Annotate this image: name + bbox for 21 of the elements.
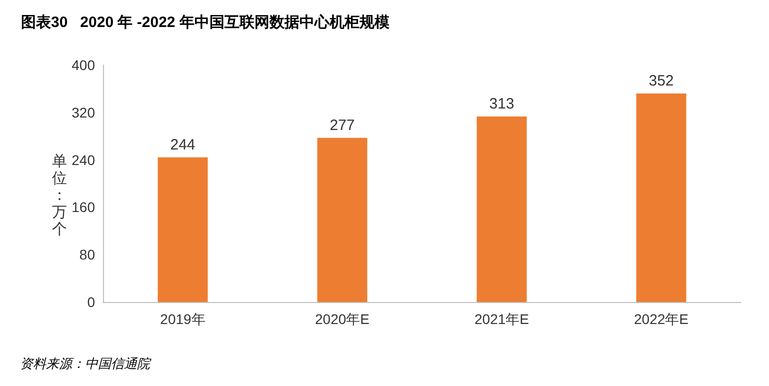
text: 资料来源：中国信通院	[20, 356, 152, 371]
x-tick-label: 2019年	[160, 311, 206, 327]
data-label: 244	[170, 136, 196, 154]
data-label: 352	[648, 72, 674, 90]
data-label: 277	[330, 116, 355, 134]
x-tick-label: 2022年E	[634, 311, 688, 327]
y-tick-label: 400	[72, 57, 96, 73]
x-tick-label: 2021年E	[474, 311, 529, 327]
y-tick-label: 240	[72, 152, 96, 168]
bar	[636, 93, 686, 302]
bar	[317, 138, 368, 302]
y-axis-title: 单位：万个	[52, 153, 67, 238]
y-tick-label: 80	[79, 246, 96, 263]
x-tick-label: 2020年E	[315, 311, 370, 327]
data-label: 313	[489, 96, 514, 113]
y-tick-label: 160	[72, 199, 96, 216]
y-tick-label: 0	[87, 294, 96, 310]
bar	[158, 157, 208, 302]
chart-title: 图表30 2020 年 -2022 年中国互联网数据中心机柜规模	[21, 13, 390, 31]
y-tick-label: 320	[72, 104, 96, 120]
bar	[476, 116, 527, 302]
